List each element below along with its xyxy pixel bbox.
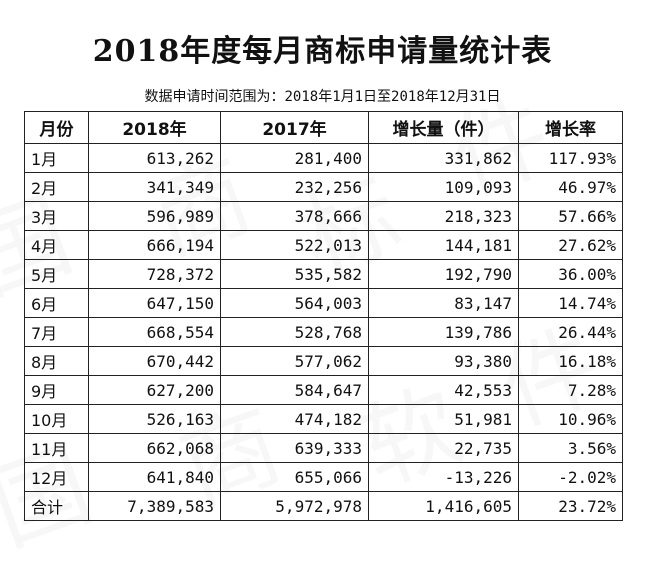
cell-2017: 378,666 xyxy=(220,201,369,231)
cell-2017: 474,182 xyxy=(220,404,369,434)
cell-2018: 670,442 xyxy=(88,346,221,376)
cell-growth-rate: 46.97% xyxy=(518,172,623,202)
cell-2017: 564,003 xyxy=(220,288,369,318)
cell-growth-rate: 26.44% xyxy=(518,317,623,347)
date-range-note: 数据申请时间范围为：2018年1月1日至2018年12月31日 xyxy=(144,89,501,105)
cell-month: 6月 xyxy=(24,288,89,318)
table-row: 6月 647,150 564,003 83,147 14.74% xyxy=(24,288,623,318)
cell-2018: 341,349 xyxy=(88,172,221,202)
cell-growth: 22,735 xyxy=(368,433,519,463)
cell-growth: 93,380 xyxy=(368,346,519,376)
cell-2017: 528,768 xyxy=(220,317,369,347)
cell-growth: 144,181 xyxy=(368,230,519,260)
cell-growth: 1,416,605 xyxy=(368,491,519,521)
cell-growth: 83,147 xyxy=(368,288,519,318)
cell-2017: 281,400 xyxy=(220,143,369,173)
cell-2018: 613,262 xyxy=(88,143,221,173)
header-2018: 2018年 xyxy=(88,111,221,144)
cell-growth: 331,862 xyxy=(368,143,519,173)
cell-growth: -13,226 xyxy=(368,462,519,492)
cell-2018: 627,200 xyxy=(88,375,221,405)
cell-2018: 7,389,583 xyxy=(88,491,221,521)
cell-growth-rate: 16.18% xyxy=(518,346,623,376)
table-row: 5月 728,372 535,582 192,790 36.00% xyxy=(24,259,623,289)
cell-2018: 641,840 xyxy=(88,462,221,492)
total-row: 合计 7,389,583 5,972,978 1,416,605 23.72% xyxy=(24,491,623,521)
cell-growth: 192,790 xyxy=(368,259,519,289)
cell-month: 9月 xyxy=(24,375,89,405)
table-row: 3月 596,989 378,666 218,323 57.66% xyxy=(24,201,623,231)
cell-month: 8月 xyxy=(24,346,89,376)
cell-growth: 139,786 xyxy=(368,317,519,347)
cell-2017: 639,333 xyxy=(220,433,369,463)
cell-growth-rate: 117.93% xyxy=(518,143,623,173)
page-title: 2018年度每月商标申请量统计表 xyxy=(92,34,553,69)
cell-2017: 232,256 xyxy=(220,172,369,202)
table-row: 8月 670,442 577,062 93,380 16.18% xyxy=(24,346,623,376)
cell-2017: 535,582 xyxy=(220,259,369,289)
cell-month: 5月 xyxy=(24,259,89,289)
cell-month: 10月 xyxy=(24,404,89,434)
cell-growth-rate: 14.74% xyxy=(518,288,623,318)
cell-month: 2月 xyxy=(24,172,89,202)
cell-month: 合计 xyxy=(24,491,89,521)
cell-month: 4月 xyxy=(24,230,89,260)
cell-2017: 5,972,978 xyxy=(220,491,369,521)
cell-growth-rate: 36.00% xyxy=(518,259,623,289)
cell-2017: 577,062 xyxy=(220,346,369,376)
table-row: 4月 666,194 522,013 144,181 27.62% xyxy=(24,230,623,260)
cell-month: 12月 xyxy=(24,462,89,492)
cell-growth: 51,981 xyxy=(368,404,519,434)
cell-growth-rate: 10.96% xyxy=(518,404,623,434)
header-month: 月份 xyxy=(24,111,89,144)
table-row: 12月 641,840 655,066 -13,226 -2.02% xyxy=(24,462,623,492)
cell-2018: 526,163 xyxy=(88,404,221,434)
table-row: 11月 662,068 639,333 22,735 3.56% xyxy=(24,433,623,463)
cell-growth: 218,323 xyxy=(368,201,519,231)
header-2017: 2017年 xyxy=(220,111,369,144)
cell-2017: 584,647 xyxy=(220,375,369,405)
header-growth: 增长量（件） xyxy=(368,111,519,144)
cell-growth-rate: 27.62% xyxy=(518,230,623,260)
cell-2018: 728,372 xyxy=(88,259,221,289)
cell-2018: 662,068 xyxy=(88,433,221,463)
cell-growth-rate: 7.28% xyxy=(518,375,623,405)
cell-growth: 42,553 xyxy=(368,375,519,405)
table-body: 1月 613,262 281,400 331,862 117.93% 2月 341,349 2… xyxy=(24,143,623,521)
cell-growth-rate: 3.56% xyxy=(518,433,623,463)
table-row: 10月 526,163 474,182 51,981 10.96% xyxy=(24,404,623,434)
header-row: 月份 2018年 2017年 增长量（件） 增长率 xyxy=(24,111,623,144)
cell-2018: 596,989 xyxy=(88,201,221,231)
cell-growth-rate: 23.72% xyxy=(518,491,623,521)
cell-2017: 655,066 xyxy=(220,462,369,492)
cell-month: 11月 xyxy=(24,433,89,463)
cell-2018: 647,150 xyxy=(88,288,221,318)
cell-2017: 522,013 xyxy=(220,230,369,260)
cell-2018: 666,194 xyxy=(88,230,221,260)
cell-month: 7月 xyxy=(24,317,89,347)
cell-month: 1月 xyxy=(24,143,89,173)
table-row: 2月 341,349 232,256 109,093 46.97% xyxy=(24,172,623,202)
header-growth-rate: 增长率 xyxy=(518,111,623,144)
cell-growth: 109,093 xyxy=(368,172,519,202)
cell-growth-rate: -2.02% xyxy=(518,462,623,492)
cell-growth-rate: 57.66% xyxy=(518,201,623,231)
monthly-stats-table: 月份 2018年 2017年 增长量（件） 增长率 1月 613,262 281,4… xyxy=(24,111,623,521)
cell-2018: 668,554 xyxy=(88,317,221,347)
table-row: 7月 668,554 528,768 139,786 26.44% xyxy=(24,317,623,347)
cell-month: 3月 xyxy=(24,201,89,231)
table-row: 9月 627,200 584,647 42,553 7.28% xyxy=(24,375,623,405)
table-row: 1月 613,262 281,400 331,862 117.93% xyxy=(24,143,623,173)
